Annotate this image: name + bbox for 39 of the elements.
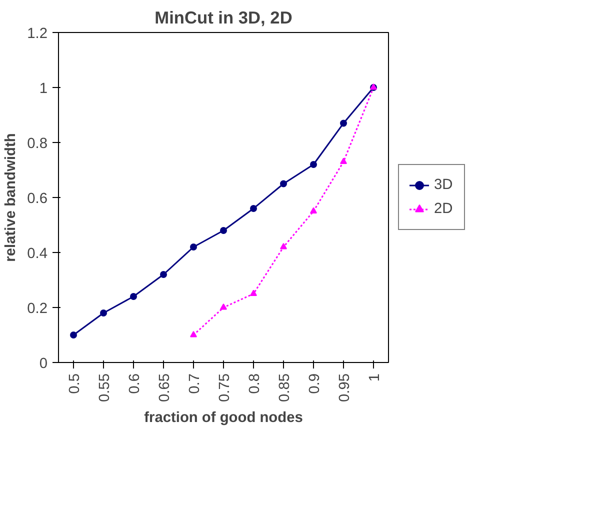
x-tick-label: 0.55 bbox=[97, 373, 113, 402]
point bbox=[130, 293, 137, 300]
point bbox=[340, 120, 347, 127]
x-axis-title: fraction of good nodes bbox=[144, 410, 303, 426]
y-tick-label: 0.6 bbox=[27, 191, 48, 207]
point bbox=[220, 227, 227, 234]
legend-label: 2D bbox=[434, 201, 454, 217]
x-tick-label: 1 bbox=[367, 373, 383, 382]
x-tick-label: 0.8 bbox=[247, 374, 263, 394]
point bbox=[70, 332, 77, 338]
point bbox=[310, 207, 317, 214]
chart-title: MinCut in 3D, 2D bbox=[154, 8, 292, 28]
y-tick-label: 0.8 bbox=[27, 136, 48, 152]
point bbox=[190, 244, 197, 250]
point bbox=[310, 161, 317, 168]
legend-label: 3D bbox=[434, 177, 454, 193]
point bbox=[100, 310, 107, 316]
y-tick-label: 1.2 bbox=[27, 26, 48, 42]
point bbox=[280, 180, 287, 188]
point bbox=[280, 243, 287, 250]
y-tick-label: 0 bbox=[39, 356, 48, 372]
point bbox=[250, 205, 257, 212]
x-tick-label: 0.75 bbox=[217, 373, 233, 402]
point bbox=[160, 271, 167, 278]
y-tick-label: 0.4 bbox=[27, 246, 48, 262]
x-tick-label: 0.9 bbox=[307, 374, 323, 394]
x-tick-label: 0.85 bbox=[277, 373, 293, 402]
x-tick-label: 0.65 bbox=[157, 373, 173, 402]
y-tick-label: 0.2 bbox=[27, 301, 48, 317]
y-tick-label: 1 bbox=[39, 81, 48, 97]
x-tick-label: 0.95 bbox=[337, 373, 353, 402]
point bbox=[340, 158, 347, 164]
point bbox=[190, 331, 197, 338]
point bbox=[250, 290, 257, 296]
x-tick-label: 0.6 bbox=[127, 374, 143, 394]
point bbox=[220, 304, 227, 310]
x-tick-label: 0.7 bbox=[187, 374, 203, 394]
y-axis-title: relative bandwidth bbox=[3, 133, 20, 262]
x-tick-label: 0.5 bbox=[67, 374, 83, 394]
